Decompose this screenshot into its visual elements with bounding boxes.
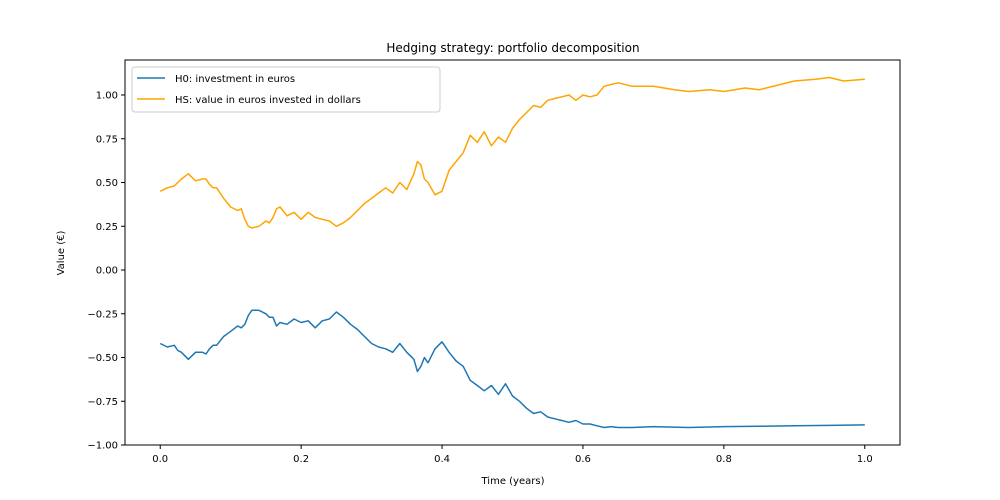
- y-tick-label: 0.75: [96, 134, 118, 145]
- y-tick-label: −0.75: [87, 397, 118, 408]
- chart-title: Hedging strategy: portfolio decompositio…: [386, 41, 639, 55]
- y-tick-label: −0.50: [87, 353, 118, 364]
- x-axis-label: Time (years): [481, 476, 545, 487]
- x-tick-label: 0.8: [716, 454, 732, 465]
- legend-label-h0: H0: investment in euros: [175, 74, 295, 85]
- x-tick-label: 1.0: [857, 454, 873, 465]
- x-axis: 0.0 0.2 0.4 0.6 0.8 1.0: [152, 445, 873, 465]
- y-axis-label: Value (€): [56, 231, 67, 276]
- legend-box: [131, 66, 441, 113]
- x-tick-label: 0.6: [575, 454, 591, 465]
- y-tick-label: −1.00: [87, 441, 118, 452]
- x-tick-label: 0.0: [152, 454, 168, 465]
- plot-area-frame: [124, 59, 901, 446]
- series-line-0: [159, 309, 865, 429]
- y-axis: −1.00 −0.75 −0.50 −0.25 0.00 0.25 0.50 0.75 1.00: [87, 91, 125, 452]
- y-tick-label: −0.25: [87, 309, 118, 320]
- y-tick-label: 0.00: [96, 266, 118, 277]
- series-line-1: [159, 76, 865, 229]
- y-tick-label: 1.00: [96, 91, 118, 102]
- series-lines: [159, 76, 865, 429]
- y-tick-label: 0.50: [96, 178, 118, 189]
- legend: H0: investment in euros HS: value in eur…: [131, 66, 441, 113]
- x-tick-label: 0.2: [293, 454, 309, 465]
- x-tick-label: 0.4: [434, 454, 450, 465]
- y-tick-label: 0.25: [96, 222, 118, 233]
- legend-label-hs: HS: value in euros invested in dollars: [175, 95, 361, 106]
